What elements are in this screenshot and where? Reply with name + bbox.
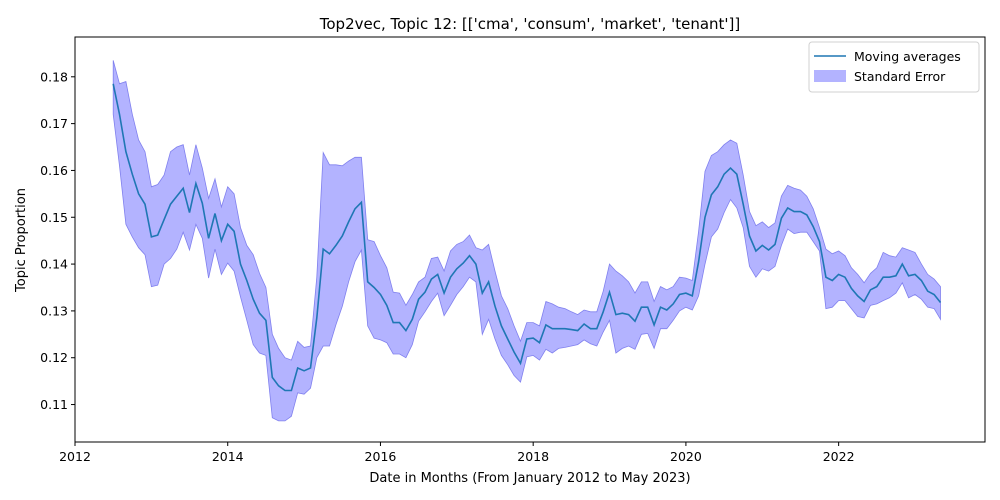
x-tick-label: 2012 (59, 449, 91, 464)
y-tick-label: 0.12 (40, 350, 68, 365)
x-axis-label: Date in Months (From January 2012 to May… (369, 471, 690, 486)
legend-band-swatch (814, 70, 846, 82)
y-axis-label: Topic Proportion (14, 188, 29, 293)
x-tick-label: 2016 (365, 449, 397, 464)
x-tick-label: 2020 (670, 449, 702, 464)
chart-title: Top2vec, Topic 12: [['cma', 'consum', 'm… (319, 15, 741, 33)
y-tick-label: 0.13 (40, 303, 68, 318)
x-tick-label: 2014 (212, 449, 244, 464)
legend-entry-moving-averages: Moving averages (854, 49, 961, 64)
y-tick-label: 0.16 (40, 163, 68, 178)
legend-frame (808, 41, 980, 93)
plot-frame (74, 36, 986, 443)
y-tick-label: 0.15 (40, 210, 68, 225)
y-tick-label: 0.11 (40, 397, 68, 412)
x-axis: 2012 2014 2016 2018 2020 2022 (59, 442, 855, 464)
y-tick-label: 0.17 (40, 116, 68, 131)
legend-entry-standard-error: Standard Error (854, 69, 946, 84)
x-tick-label: 2018 (517, 449, 549, 464)
legend: Moving averages Standard Error (808, 41, 980, 93)
x-tick-label: 2022 (823, 449, 855, 464)
y-tick-label: 0.18 (40, 69, 68, 84)
moving-average-line (112, 83, 942, 392)
y-axis: 0.11 0.12 0.13 0.14 0.15 0.16 0.17 0.18 (40, 69, 75, 412)
standard-error-band (112, 60, 941, 422)
y-tick-label: 0.14 (40, 257, 68, 272)
